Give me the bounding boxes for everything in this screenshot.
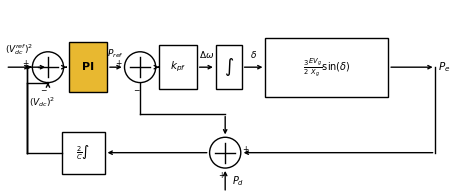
Text: $P_{ref}$: $P_{ref}$ [107,47,124,60]
Text: $P_d$: $P_d$ [232,174,245,188]
Text: $+$: $+$ [218,170,225,180]
Text: $+$: $+$ [115,58,122,68]
Text: $k_{pf}$: $k_{pf}$ [170,60,186,74]
Text: $\int$: $\int$ [224,56,234,78]
Text: $(V_{dc})^2$: $(V_{dc})^2$ [29,95,55,109]
Text: $(V_{dc}^{ref})^2$: $(V_{dc}^{ref})^2$ [5,42,34,57]
Bar [62,132,105,174]
Text: $\Delta\omega$: $\Delta\omega$ [199,49,214,60]
Text: $-$: $-$ [40,85,48,93]
Text: $+$: $+$ [22,58,30,68]
Text: $P_e$: $P_e$ [438,60,450,74]
Text: $\frac{2}{C}\int$: $\frac{2}{C}\int$ [76,143,91,162]
Text: $\frac{3}{2}\frac{EV_g}{X_g}\sin(\delta)$: $\frac{3}{2}\frac{EV_g}{X_g}\sin(\delta)… [303,56,351,79]
Text: $+$: $+$ [242,144,250,154]
Text: PI: PI [82,62,94,72]
Text: $-$: $-$ [133,85,140,93]
Bar [216,45,242,89]
Bar [69,42,107,92]
Text: $\delta$: $\delta$ [250,49,257,60]
Bar [159,45,197,89]
Bar [265,38,388,97]
